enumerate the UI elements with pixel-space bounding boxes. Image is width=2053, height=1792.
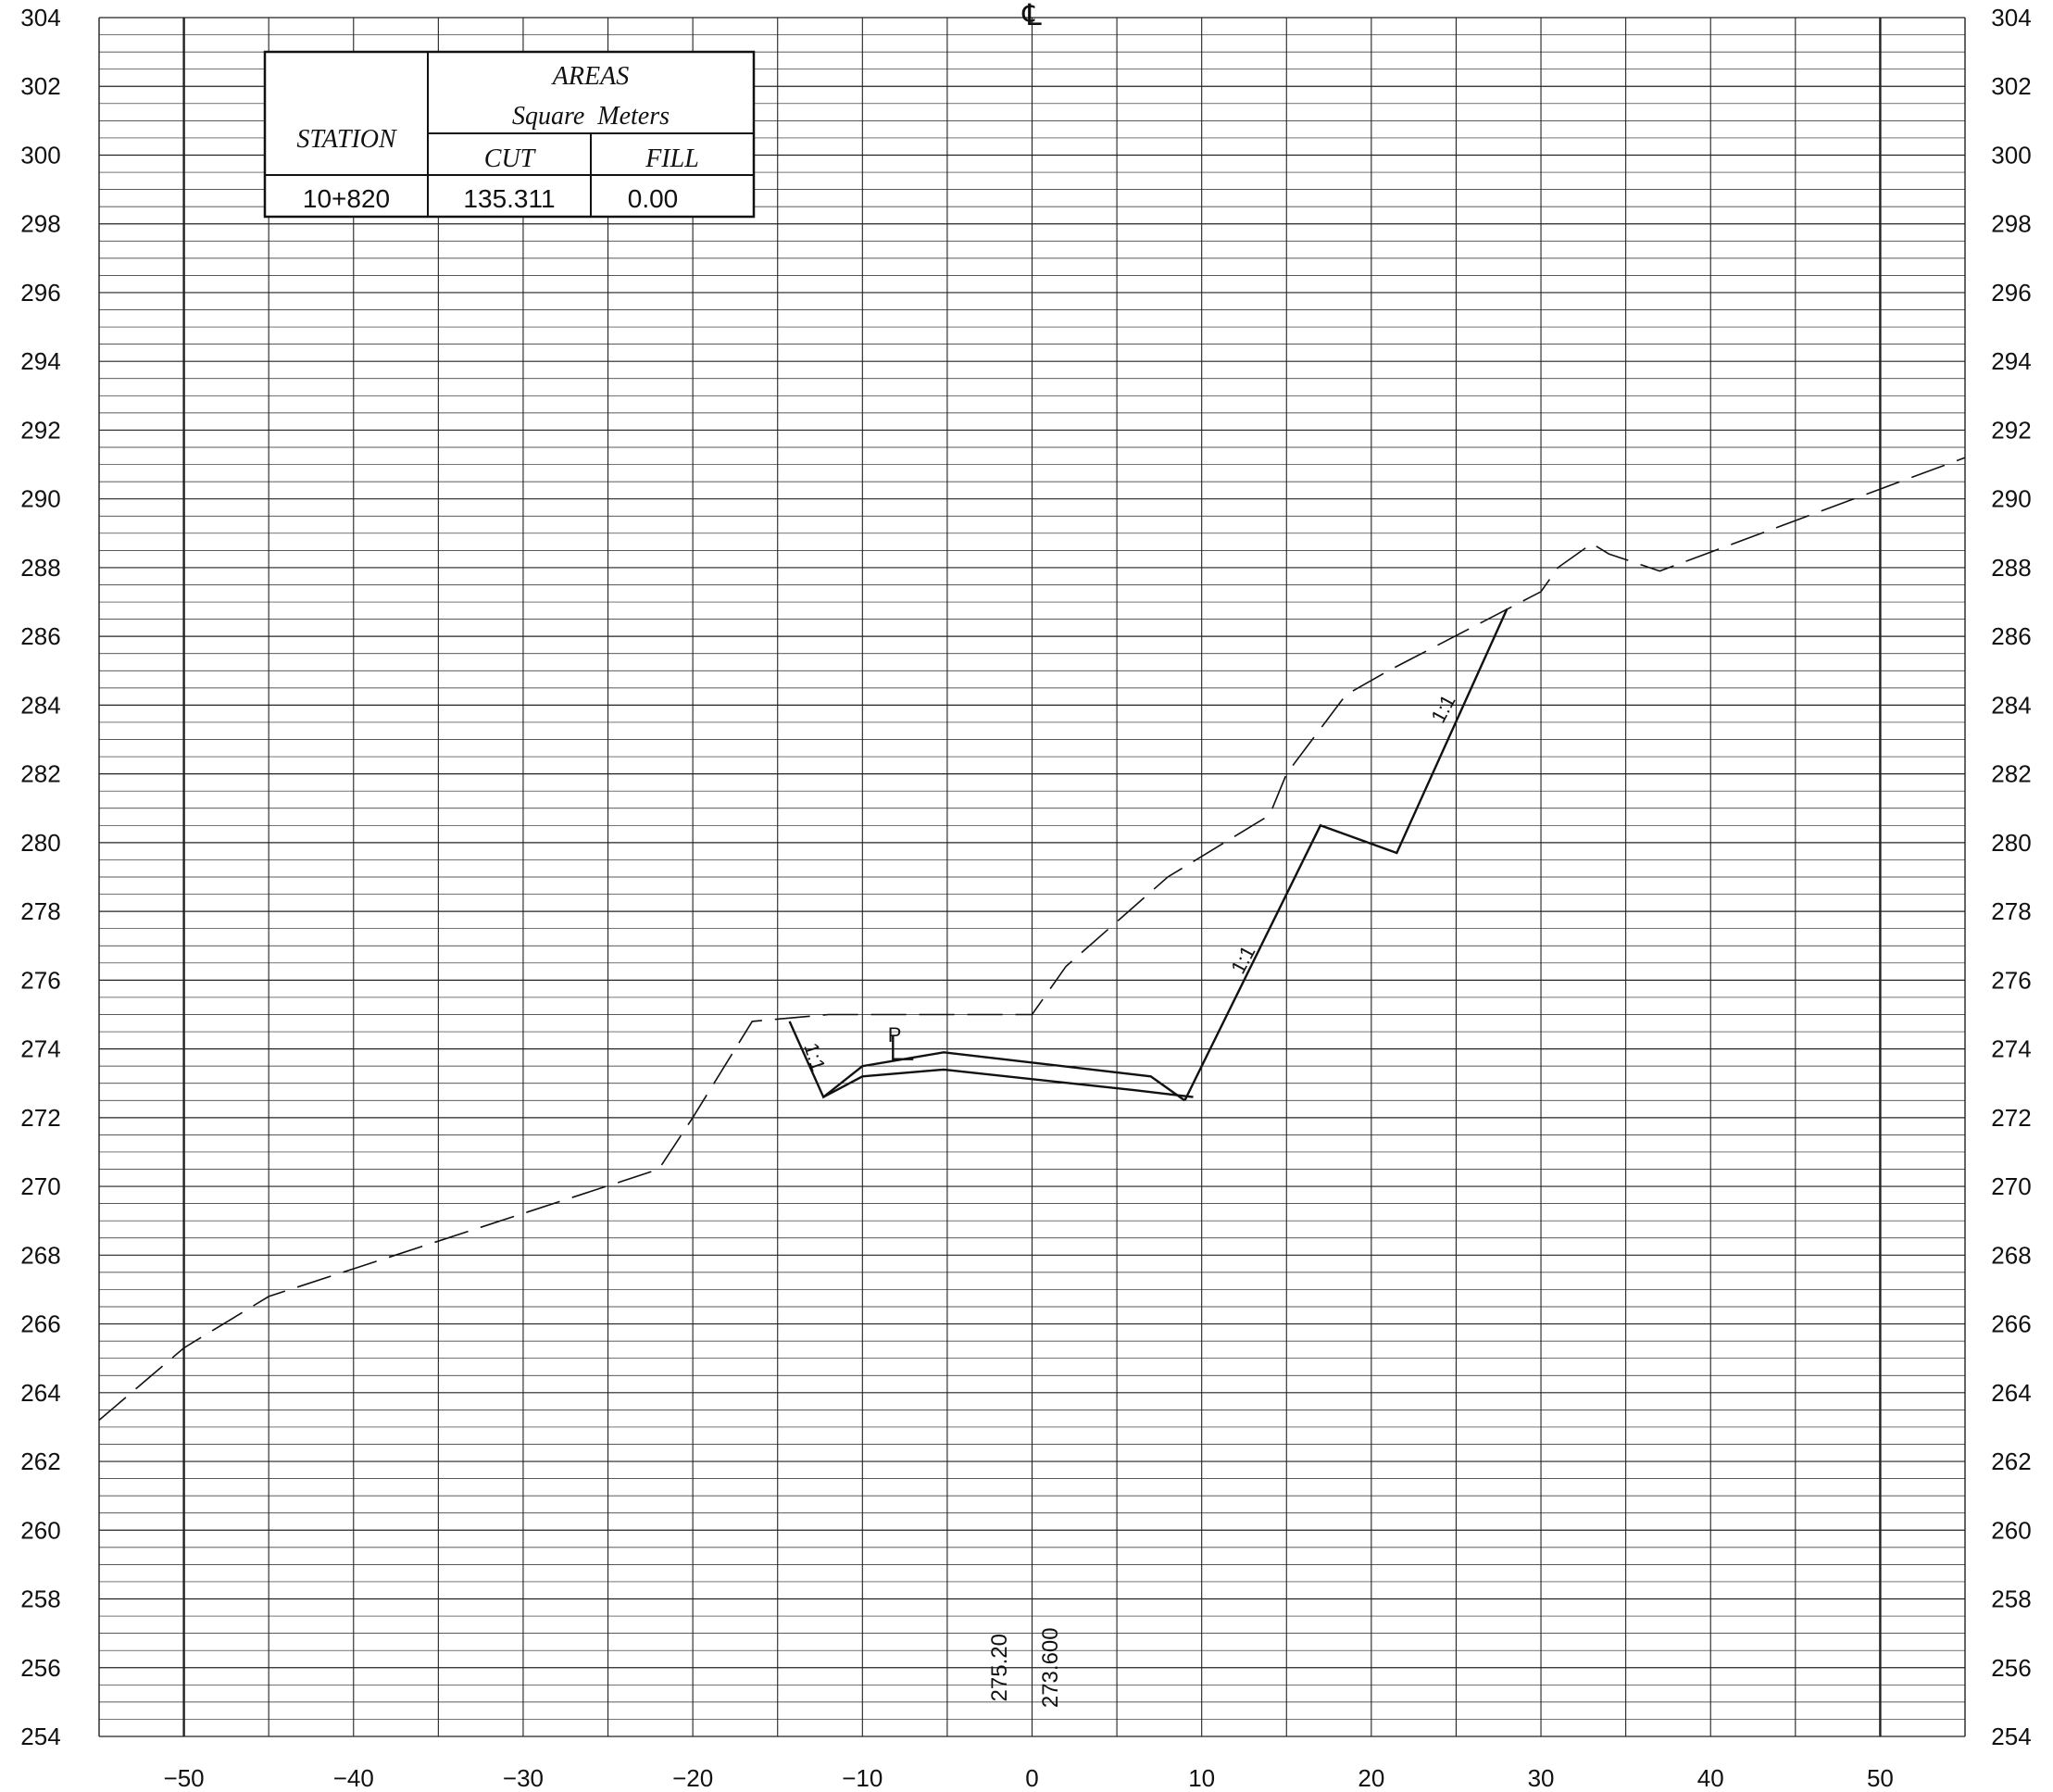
- grid: [98, 17, 1966, 1737]
- table-station-value: 10+820: [303, 184, 390, 213]
- y-tick-label-right: 282: [1991, 760, 2031, 788]
- y-tick-label-left: 264: [20, 1379, 60, 1407]
- y-tick-label-right: 266: [1991, 1310, 2031, 1338]
- y-tick-label-left: 276: [20, 966, 60, 994]
- y-tick-label-right: 256: [1991, 1654, 2031, 1682]
- design-section-line: [892, 1034, 914, 1060]
- y-tick-label-left: 274: [20, 1035, 60, 1063]
- y-tick-label-right: 276: [1991, 966, 2031, 994]
- y-tick-label-right: 270: [1991, 1172, 2031, 1200]
- y-tick-label-left: 268: [20, 1241, 60, 1269]
- y-tick-label-left: 282: [20, 760, 60, 788]
- y-tick-label-left: 290: [20, 485, 60, 513]
- y-tick-label-left: 292: [20, 416, 60, 444]
- y-tick-label-left: 296: [20, 279, 60, 307]
- y-tick-label-right: 264: [1991, 1379, 2031, 1407]
- y-tick-label-right: 288: [1991, 554, 2031, 582]
- existing-ground-line: [98, 457, 1966, 1422]
- y-tick-label-left: 294: [20, 347, 60, 375]
- y-tick-label-right: 268: [1991, 1241, 2031, 1269]
- x-tick-label: 50: [1867, 1764, 1894, 1792]
- y-tick-label-left: 278: [20, 897, 60, 925]
- y-tick-label-left: 280: [20, 829, 60, 857]
- y-tick-label-right: 300: [1991, 141, 2031, 169]
- y-tick-label-left: 300: [20, 141, 60, 169]
- design-section-line: [1183, 608, 1508, 1101]
- y-axis-left: 254 256 258 260 262 264 266 268 270 272 274 276 278 2…: [20, 4, 60, 1750]
- y-tick-label-right: 296: [1991, 279, 2031, 307]
- y-tick-label-left: 254: [20, 1723, 60, 1750]
- x-tick-label: 20: [1358, 1764, 1384, 1792]
- table-header-cut: CUT: [484, 144, 537, 173]
- table-header-station: STATION: [296, 125, 397, 154]
- x-axis: −50 −40 −30 −20 −10 0 10 20 30 40 50: [164, 1764, 1894, 1792]
- y-tick-label-left: 256: [20, 1654, 60, 1682]
- profile-lines: [98, 457, 1966, 1422]
- x-tick-label: 0: [1025, 1764, 1038, 1792]
- x-tick-label: 40: [1697, 1764, 1724, 1792]
- table-header-fill: FILL: [645, 144, 699, 173]
- y-tick-label-right: 290: [1991, 485, 2031, 513]
- area-table: STATION AREAS Square Meters CUT FILL 10+…: [263, 50, 756, 219]
- y-tick-label-right: 272: [1991, 1104, 2031, 1132]
- y-tick-label-right: 262: [1991, 1447, 2031, 1475]
- y-tick-label-left: 288: [20, 554, 60, 582]
- y-tick-label-left: 258: [20, 1585, 60, 1613]
- table-header-units: Square Meters: [512, 102, 670, 131]
- slope-annotation: P: [888, 1023, 902, 1046]
- y-tick-label-left: 260: [20, 1516, 60, 1544]
- y-tick-label-right: 280: [1991, 829, 2031, 857]
- x-tick-label: −20: [672, 1764, 713, 1792]
- x-tick-label: 30: [1528, 1764, 1555, 1792]
- y-tick-label-left: 286: [20, 622, 60, 650]
- y-axis-right: 254 256 258 260 262 264 266 268 270 272 274 276 278 2…: [1991, 4, 2031, 1750]
- y-tick-label-right: 304: [1991, 4, 2031, 31]
- y-tick-label-left: 266: [20, 1310, 60, 1338]
- y-tick-label-right: 294: [1991, 347, 2031, 375]
- y-tick-label-right: 260: [1991, 1516, 2031, 1544]
- y-tick-label-left: 272: [20, 1104, 60, 1132]
- centerline-symbol: ℄: [1021, 0, 1042, 32]
- x-tick-label: −30: [503, 1764, 544, 1792]
- y-tick-label-right: 298: [1991, 210, 2031, 238]
- y-tick-label-right: 284: [1991, 691, 2031, 719]
- y-tick-label-left: 302: [20, 72, 60, 100]
- elevation-label: 273.600: [1038, 1627, 1063, 1708]
- y-tick-label-right: 278: [1991, 897, 2031, 925]
- y-tick-label-right: 286: [1991, 622, 2031, 650]
- y-tick-label-right: 258: [1991, 1585, 2031, 1613]
- y-tick-label-left: 298: [20, 210, 60, 238]
- table-cut-value: 135.311: [463, 184, 555, 213]
- elevation-labels: 275.20 273.600: [987, 1627, 1063, 1708]
- y-tick-label-left: 270: [20, 1172, 60, 1200]
- y-tick-label-left: 304: [20, 4, 60, 31]
- table-header-areas: AREAS: [551, 62, 629, 91]
- design-section-line: [822, 1068, 1194, 1098]
- y-tick-label-left: 284: [20, 691, 60, 719]
- y-tick-label-right: 292: [1991, 416, 2031, 444]
- elevation-label: 275.20: [987, 1634, 1012, 1701]
- y-tick-label-left: 262: [20, 1447, 60, 1475]
- y-tick-label-right: 274: [1991, 1035, 2031, 1063]
- x-tick-label: −50: [164, 1764, 205, 1792]
- y-tick-label-right: 254: [1991, 1723, 2031, 1750]
- x-tick-label: 10: [1188, 1764, 1215, 1792]
- table-fill-value: 0.00: [628, 184, 679, 213]
- x-tick-label: −10: [842, 1764, 883, 1792]
- x-tick-label: −40: [333, 1764, 374, 1792]
- y-tick-label-right: 302: [1991, 72, 2031, 100]
